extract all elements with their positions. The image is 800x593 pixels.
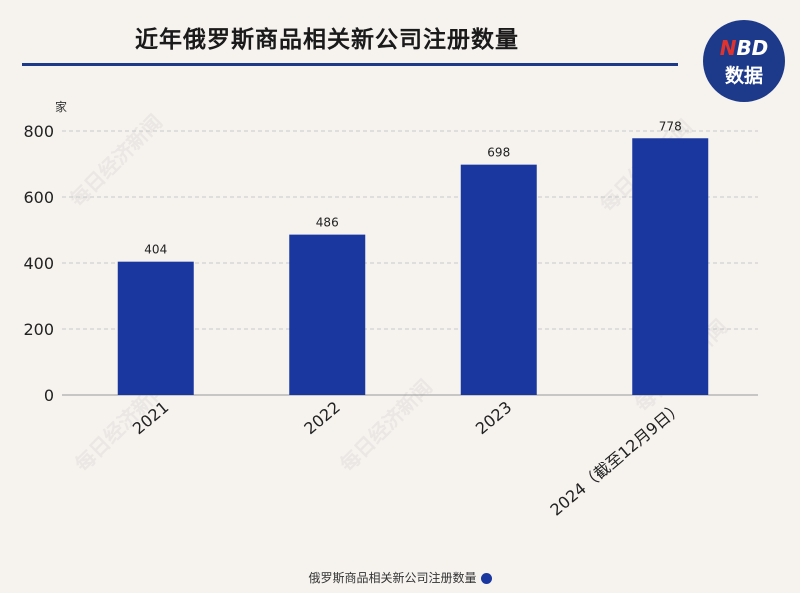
bar: [289, 234, 366, 395]
y-tick-label: 400: [23, 254, 54, 273]
x-tick-label: 2023: [472, 398, 515, 439]
data-labels: 404 486 698 778: [144, 119, 681, 256]
y-tick-label: 800: [23, 122, 54, 141]
logo-subtext: 数据: [724, 65, 763, 87]
nbd-logo: NBD 数据: [703, 20, 785, 102]
data-label: 404: [144, 243, 167, 257]
x-tick-label: 2022: [300, 398, 343, 439]
bars: [117, 138, 709, 395]
y-tick-label: 200: [23, 320, 54, 339]
chart-title: 近年俄罗斯商品相关新公司注册数量: [135, 27, 519, 53]
bar: [460, 164, 537, 395]
x-tick-label: 2021: [129, 398, 172, 439]
legend-swatch: [480, 573, 492, 584]
data-label: 698: [487, 146, 510, 160]
data-label: 778: [659, 119, 682, 133]
y-axis-unit: 家: [55, 99, 67, 114]
bar: [632, 138, 709, 395]
y-tick-label: 0: [44, 386, 54, 405]
x-axis-labels: 2021 2022 2023 2024（截至12月9日）: [129, 398, 687, 520]
logo-text: BD: [736, 36, 769, 60]
y-tick-label: 600: [23, 188, 54, 207]
logo-accent-letter: N: [719, 36, 737, 60]
legend: 俄罗斯商品相关新公司注册数量: [0, 569, 800, 586]
y-axis-ticks: 0 200 400 600 800: [23, 122, 54, 405]
title-divider: [22, 63, 678, 66]
legend-label: 俄罗斯商品相关新公司注册数量: [308, 571, 477, 585]
bar: [117, 261, 194, 395]
data-label: 486: [316, 216, 339, 230]
x-tick-label: 2024（截至12月9日）: [546, 398, 686, 520]
